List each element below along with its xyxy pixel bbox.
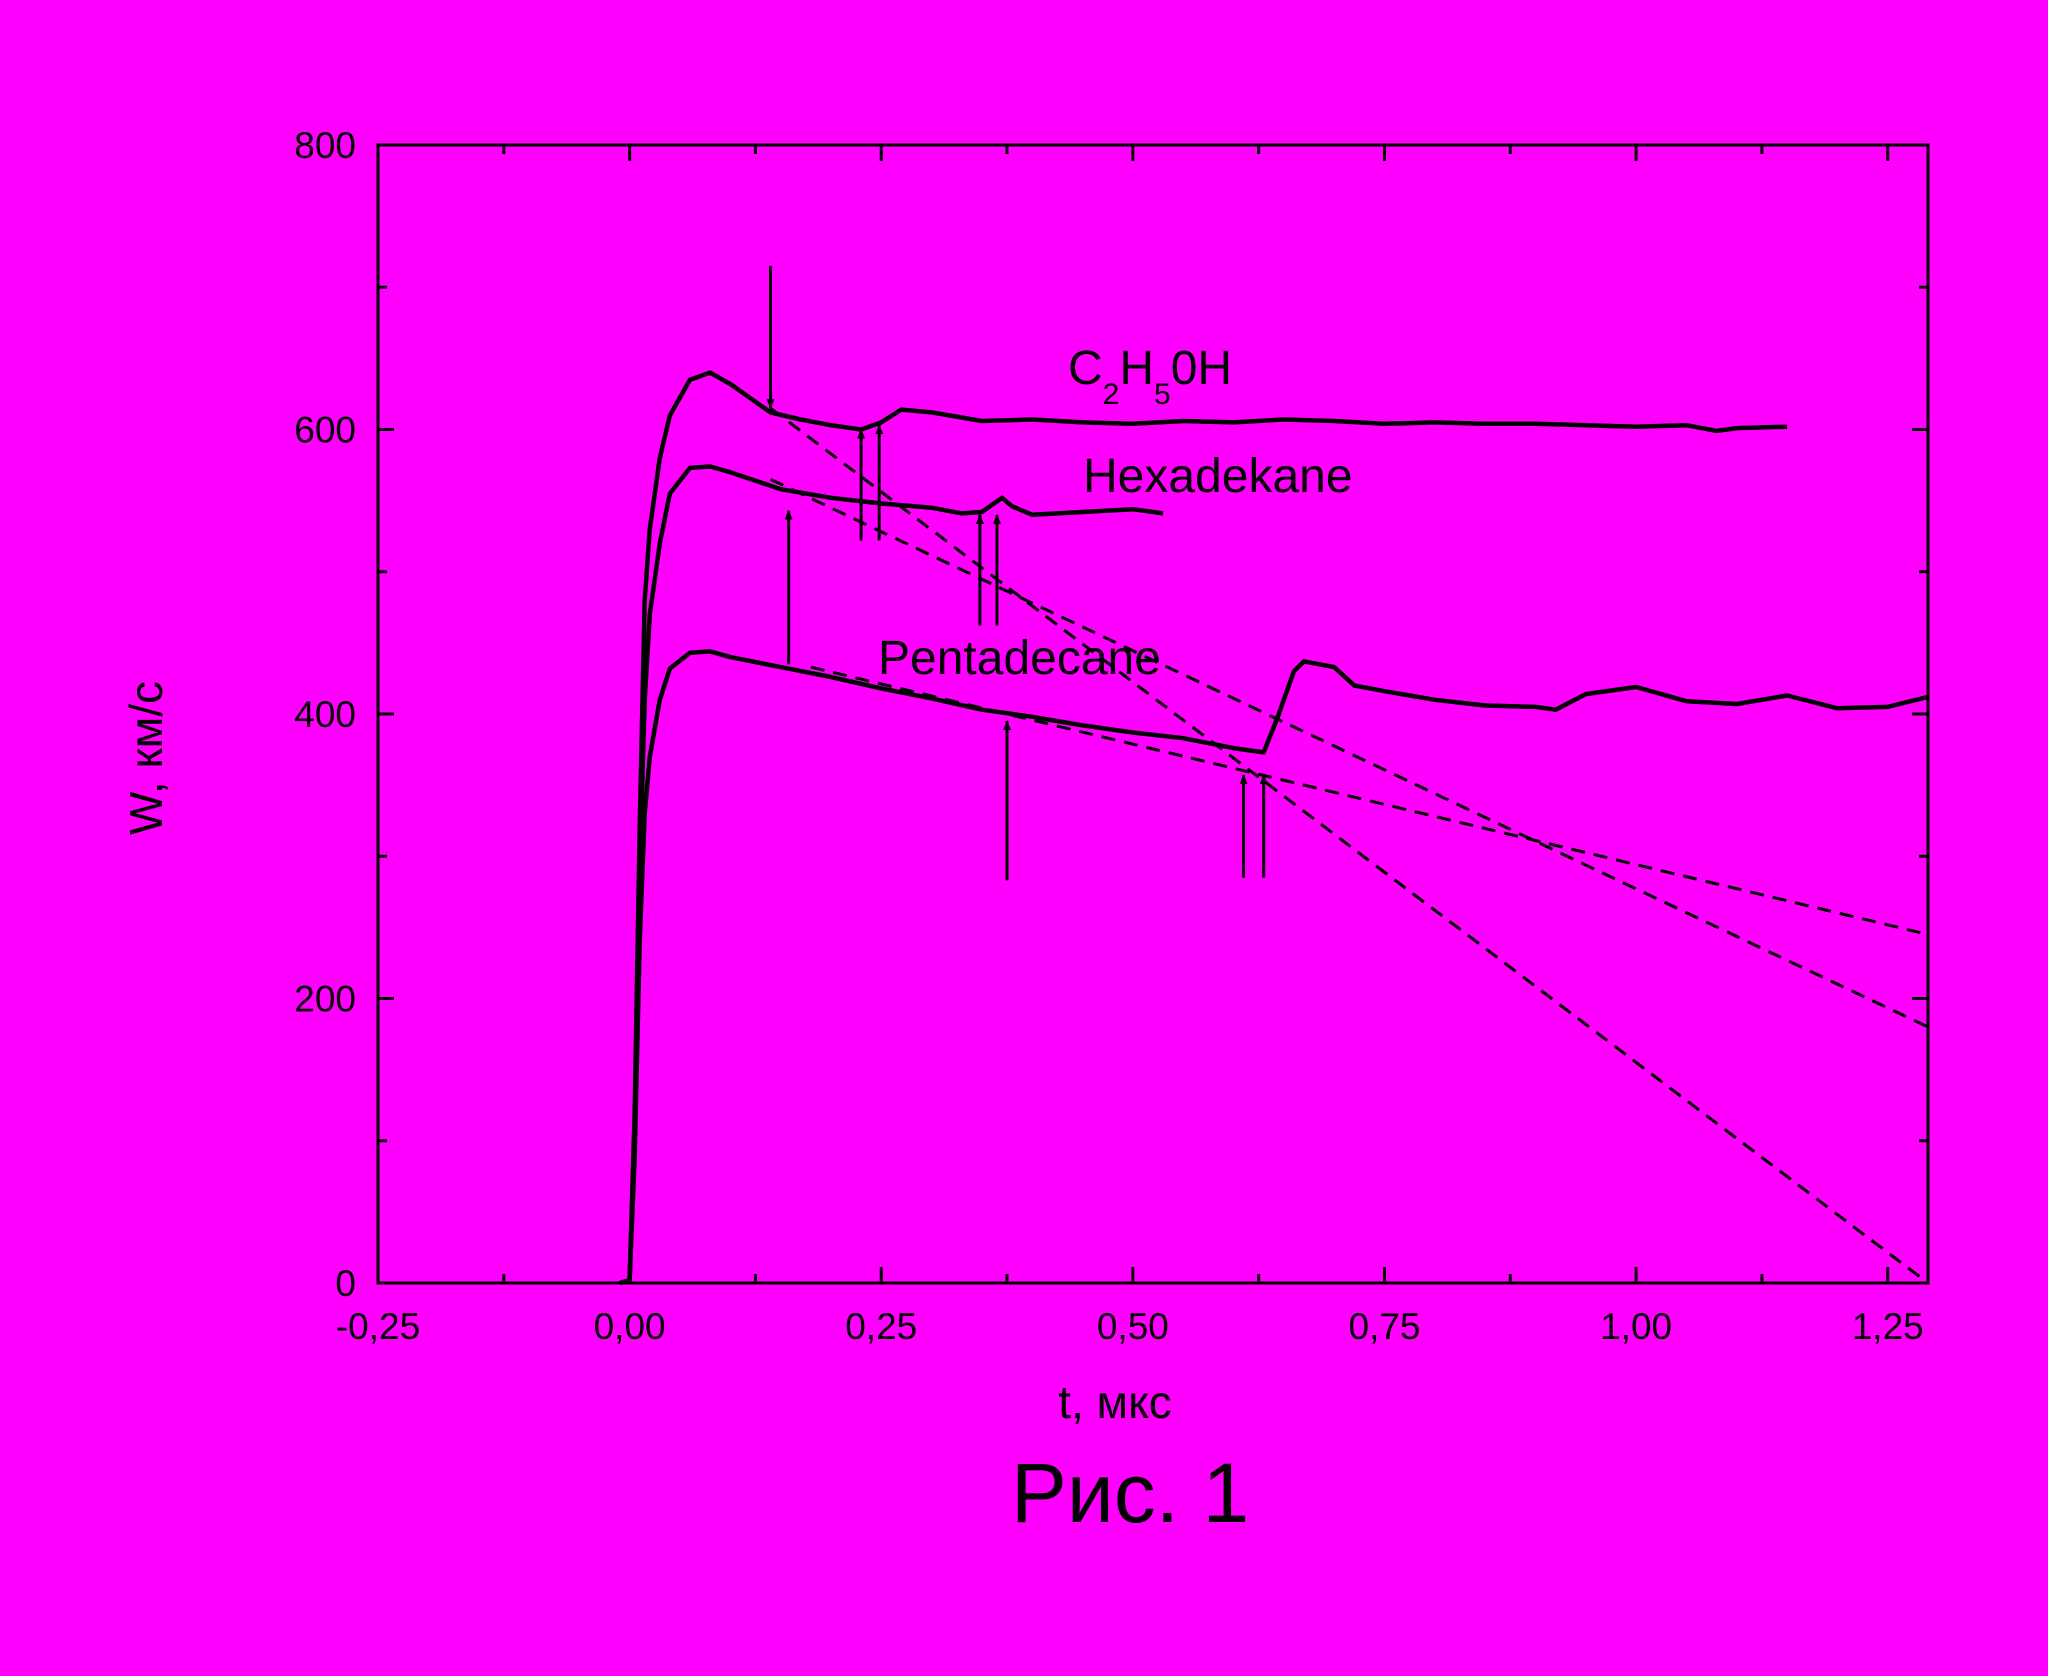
series-line-hexadekane bbox=[618, 464, 1164, 1286]
figure-caption: Рис. 1 bbox=[1011, 1446, 1249, 1540]
y-tick-label: 200 bbox=[294, 979, 356, 1020]
x-tick-label: 1,25 bbox=[1852, 1306, 1924, 1347]
x-tick-label: 0,25 bbox=[845, 1306, 917, 1347]
series-label-part: C bbox=[1068, 342, 1103, 395]
series-line-c2h50h bbox=[618, 370, 1788, 1286]
x-tick-label: 1,00 bbox=[1600, 1306, 1672, 1347]
series-label-part: 5 bbox=[1154, 378, 1171, 411]
x-tick-label: 0,75 bbox=[1348, 1306, 1420, 1347]
x-tick-label: -0,25 bbox=[336, 1306, 420, 1347]
series-label-pentadecane: Pentadecane bbox=[878, 632, 1161, 685]
series-label-part: H bbox=[1119, 342, 1154, 395]
fit-line bbox=[769, 406, 1929, 1285]
series-label-c2h5oh: C2H50H bbox=[1068, 342, 1232, 411]
x-axis-title: t, мкс bbox=[1058, 1376, 1172, 1428]
plot-frame bbox=[376, 143, 1930, 1285]
series-label-part: 2 bbox=[1103, 378, 1120, 411]
series-line-pentadecane bbox=[618, 649, 1929, 1286]
fit-line bbox=[769, 477, 1929, 1029]
x-tick-label: 0,00 bbox=[594, 1306, 666, 1347]
y-tick-label: 800 bbox=[294, 125, 356, 166]
series-label-hexadekane: Hexadekane bbox=[1083, 450, 1353, 503]
y-axis-title: W, км/с bbox=[120, 681, 172, 835]
x-tick-label: 0,50 bbox=[1097, 1306, 1169, 1347]
y-tick-label: 600 bbox=[294, 410, 356, 451]
y-tick-label: 400 bbox=[294, 694, 356, 735]
series-label-part: 0H bbox=[1171, 342, 1232, 395]
y-tick-label: 0 bbox=[335, 1263, 356, 1304]
